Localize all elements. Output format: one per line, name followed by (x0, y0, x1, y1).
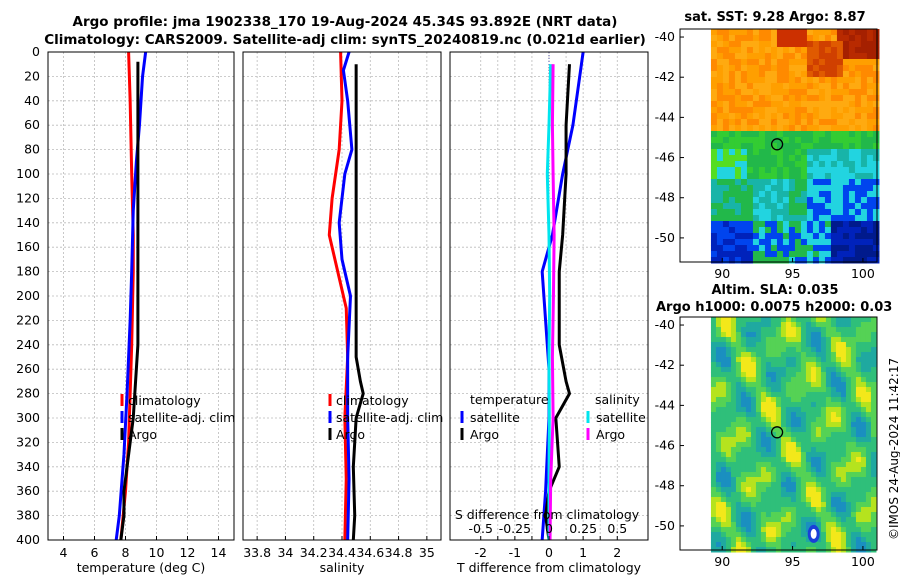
sst-heatmap (710, 29, 880, 264)
map-x-tick-label: 95 (785, 554, 801, 569)
x-tick-label: 34.2 (300, 545, 328, 560)
sla-map-subtitle: Argo h1000: 0.0075 h2000: 0.03 (656, 300, 893, 315)
sla-heatmap (710, 317, 877, 553)
y-tick-label: 0 (32, 44, 40, 59)
y-tick-label: 360 (16, 483, 40, 498)
series-line-climatology (327, 51, 350, 541)
map-y-tick-label: -42 (655, 357, 675, 372)
y-tick-label: 40 (24, 93, 40, 108)
x-tick-label: -2 (474, 545, 486, 560)
sst-map-title: sat. SST: 9.28 Argo: 8.87 (684, 10, 866, 25)
chart-title-line1: Argo profile: jma 1902338_170 19-Aug-202… (72, 14, 618, 30)
y-tick-label: 320 (16, 434, 40, 449)
y-tick-label: 380 (16, 508, 40, 523)
series-line-argo (119, 61, 140, 541)
y-tick-label: 200 (16, 288, 40, 303)
series-line-s-argo (548, 64, 556, 541)
argo-position-marker (770, 138, 784, 151)
y-tick-label: 80 (24, 142, 40, 157)
y-tick-label: 100 (16, 166, 40, 181)
x-axis-label: T difference from climatology (456, 560, 642, 575)
x-tick-label: -1 (509, 545, 521, 560)
legend-label-satellite-adj-clim: satellite-adj. clim (128, 410, 235, 425)
legend-label-satellite-adj-clim: satellite-adj. clim (336, 410, 443, 425)
x-tick-label: 8 (122, 545, 130, 560)
map-y-tick-label: -44 (655, 109, 675, 124)
plot-frame (47, 51, 235, 541)
map-x-tick-label: 95 (785, 266, 801, 281)
x-tick-label: 34 (277, 545, 293, 560)
map-y-tick-label: -44 (655, 397, 675, 412)
map-frame (679, 28, 878, 263)
legend-label-argo: Argo (470, 427, 499, 442)
x-axis-label: temperature (deg C) (77, 560, 206, 575)
x-tick-label: 10 (149, 545, 165, 560)
series-line-satellite-adj-clim (337, 51, 354, 541)
y-tick-label: 120 (16, 190, 40, 205)
legend-label-argo: Argo (128, 427, 157, 442)
x-tick-label: 12 (180, 545, 196, 560)
y-tick-label: 300 (16, 410, 40, 425)
chart-title-line2: Climatology: CARS2009. Satellite-adj cli… (44, 32, 646, 48)
y-tick-label: 400 (16, 532, 40, 547)
map-x-tick-label: 100 (851, 266, 875, 281)
sla-eddy-core (810, 528, 817, 539)
x-tick-label: 34.8 (385, 545, 413, 560)
legend-label-satellite: satellite (596, 410, 646, 425)
y-tick-label: 220 (16, 312, 40, 327)
x-tick-label: 34.6 (356, 545, 384, 560)
s-tick-label: 0.25 (569, 521, 597, 536)
map-frame (679, 316, 878, 551)
x-tick-label: 4 (60, 545, 68, 560)
x-tick-label: 14 (211, 545, 227, 560)
y-tick-label: 240 (16, 337, 40, 352)
sla-map-title: Altim. SLA: 0.035 (711, 283, 839, 298)
y-tick-label: 260 (16, 361, 40, 376)
map-y-tick-label: -46 (655, 150, 675, 165)
map-y-tick-label: -48 (655, 478, 675, 493)
y-tick-label: 60 (24, 117, 40, 132)
legend-title-salinity: salinity (595, 392, 640, 407)
legend-label-climatology: climatology (128, 393, 201, 408)
map-y-tick-label: -40 (655, 29, 675, 44)
x-axis-label: salinity (320, 560, 365, 575)
x-tick-label: 1 (579, 545, 587, 560)
map-y-tick-label: -46 (655, 438, 675, 453)
legend-label-climatology: climatology (336, 393, 409, 408)
map-y-tick-label: -40 (655, 317, 675, 332)
map-x-tick-label: 90 (714, 266, 730, 281)
series-line-argo (351, 64, 365, 541)
legend-label-argo: Argo (596, 427, 625, 442)
legend-label-argo: Argo (336, 427, 365, 442)
series-line-satellite-adj-clim (114, 51, 148, 541)
x-tick-label: 33.8 (243, 545, 271, 560)
x-tick-label: 0 (545, 545, 553, 560)
map-y-tick-label: -48 (655, 190, 675, 205)
x-tick-label: 6 (91, 545, 99, 560)
map-y-tick-label: -50 (655, 518, 675, 533)
series-line-s-satellite (545, 64, 553, 540)
y-tick-label: 280 (16, 386, 40, 401)
s-axis-label: S difference from climatology (455, 507, 640, 522)
s-tick-label: 0 (545, 521, 553, 536)
legend-title-temperature: temperature (470, 392, 549, 407)
s-tick-label: -0.25 (499, 521, 531, 536)
s-tick-label: 0.5 (607, 521, 627, 536)
x-tick-label: 34.4 (328, 545, 356, 560)
map-y-tick-label: -42 (655, 69, 675, 84)
y-tick-label: 340 (16, 459, 40, 474)
map-x-tick-label: 100 (851, 554, 875, 569)
s-tick-label: -0.5 (469, 521, 493, 536)
map-y-tick-label: -50 (655, 230, 675, 245)
y-tick-label: 140 (16, 215, 40, 230)
y-tick-label: 20 (24, 68, 40, 83)
legend-label-satellite: satellite (470, 410, 520, 425)
map-x-tick-label: 90 (714, 554, 730, 569)
x-tick-label: 35 (419, 545, 435, 560)
y-tick-label: 160 (16, 239, 40, 254)
y-tick-label: 180 (16, 264, 40, 279)
x-tick-label: 2 (613, 545, 621, 560)
argo-position-marker (770, 426, 784, 439)
